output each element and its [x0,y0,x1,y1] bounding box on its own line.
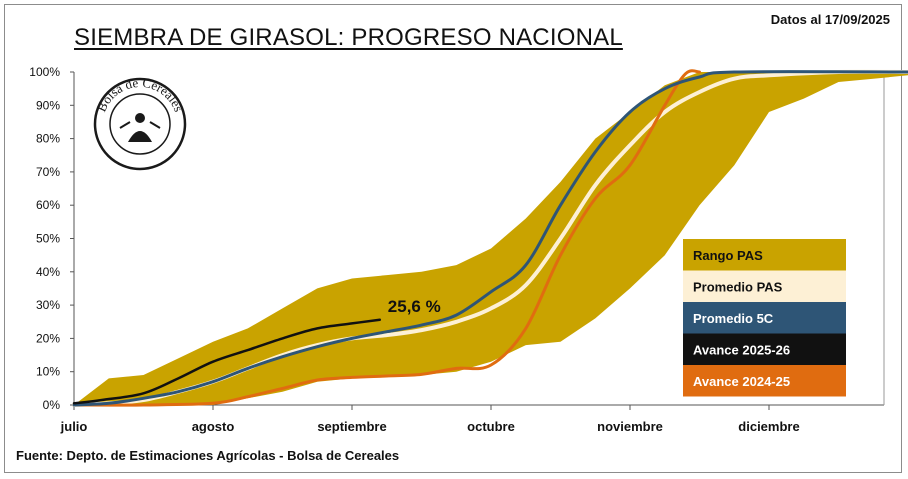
y-tick-label: 30% [36,298,60,312]
legend-swatch-promedio-pas [683,270,846,302]
x-tick-label: julio [60,419,88,434]
x-tick-label: diciembre [738,419,799,434]
legend-label-promedio-pas: Promedio PAS [693,280,783,295]
x-tick-label: noviembre [597,419,663,434]
series-line-avance-2025-26 [72,318,382,405]
y-tick-label: 100% [29,65,60,79]
y-tick-label: 90% [36,98,60,112]
y-tick-label: 60% [36,198,60,212]
legend-swatch-avance-2025-26 [683,333,846,365]
y-tick-label: 40% [36,265,60,279]
y-tick-label: 20% [36,331,60,345]
range-pas-band [74,72,908,405]
range-band-layer [74,72,908,405]
chart-title: SIEMBRA DE GIRASOL: PROGRESO NACIONAL [74,24,623,51]
legend-label-avance-2024-25: Avance 2024-25 [693,374,790,389]
y-tick-label: 80% [36,132,60,146]
y-tick-label: 50% [36,232,60,246]
bolsa-de-cereales-logo: Bolsa de Cereales [94,75,186,171]
legend-swatch-avance-2024-25 [683,365,846,397]
y-tick-label: 70% [36,165,60,179]
axes: 0% 10% 20% 30% 40% 50% 60% 70% 80% 90% 100% julio ag… [29,65,885,434]
current-progress-label: 25,6 % [388,297,441,316]
legend: Rango PAS Promedio PAS Promedio 5C Avance 2… [683,239,846,397]
series-line-avance-2024-25 [72,69,701,407]
date-note: Datos al 17/09/2025 [770,12,890,27]
legend-swatch-rango-pas [683,239,846,271]
legend-label-avance-2025-26: Avance 2025-26 [693,343,790,358]
logo-emblem-body [128,131,152,142]
legend-swatch-promedio-5c [683,302,846,334]
chart-frame [4,4,902,473]
x-tick-label: septiembre [317,419,386,434]
logo-emblem-head [135,113,145,123]
legend-label-rango-pas: Rango PAS [693,248,763,263]
y-tick-label: 0% [43,398,61,412]
y-tick-label: 10% [36,365,60,379]
legend-label-promedio-5c: Promedio 5C [693,311,774,326]
x-tick-label: agosto [192,419,235,434]
x-tick-label: octubre [467,419,515,434]
source-note: Fuente: Depto. de Estimaciones Agrícolas… [16,448,400,463]
annotation-layer: 25,6 % [388,297,441,316]
series-line-promedio-5c [72,70,908,407]
logo-inner-ring [109,93,171,155]
logo-emblem-sheaves [119,121,161,129]
series-line-layer [72,69,908,407]
